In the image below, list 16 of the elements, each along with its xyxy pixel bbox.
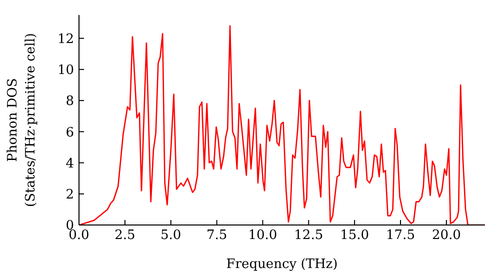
y-tick-label: 12 bbox=[57, 32, 74, 47]
y-tick-label: 6 bbox=[66, 125, 74, 140]
x-tick-label: 17.5 bbox=[386, 228, 415, 244]
x-tick-label: 20.0 bbox=[432, 228, 461, 244]
y-tick-label: 2 bbox=[66, 188, 74, 203]
x-tick-label: 10.0 bbox=[248, 228, 278, 244]
x-tick-label: 5.0 bbox=[160, 228, 182, 244]
y-tick-label: 4 bbox=[66, 156, 74, 172]
y-axis-title: Phonon DOS (States/THz·primitive cell) bbox=[6, 32, 38, 208]
x-tick-label: 15.0 bbox=[340, 228, 370, 244]
x-tick-label: 2.5 bbox=[114, 228, 136, 244]
y-tick-label: 10 bbox=[57, 63, 74, 78]
x-tick-label: 7.5 bbox=[206, 228, 228, 244]
x-axis-title: Frequency (THz) bbox=[226, 257, 338, 272]
x-tick-label: 12.5 bbox=[294, 228, 324, 244]
y-tick-label: 8 bbox=[66, 94, 74, 110]
